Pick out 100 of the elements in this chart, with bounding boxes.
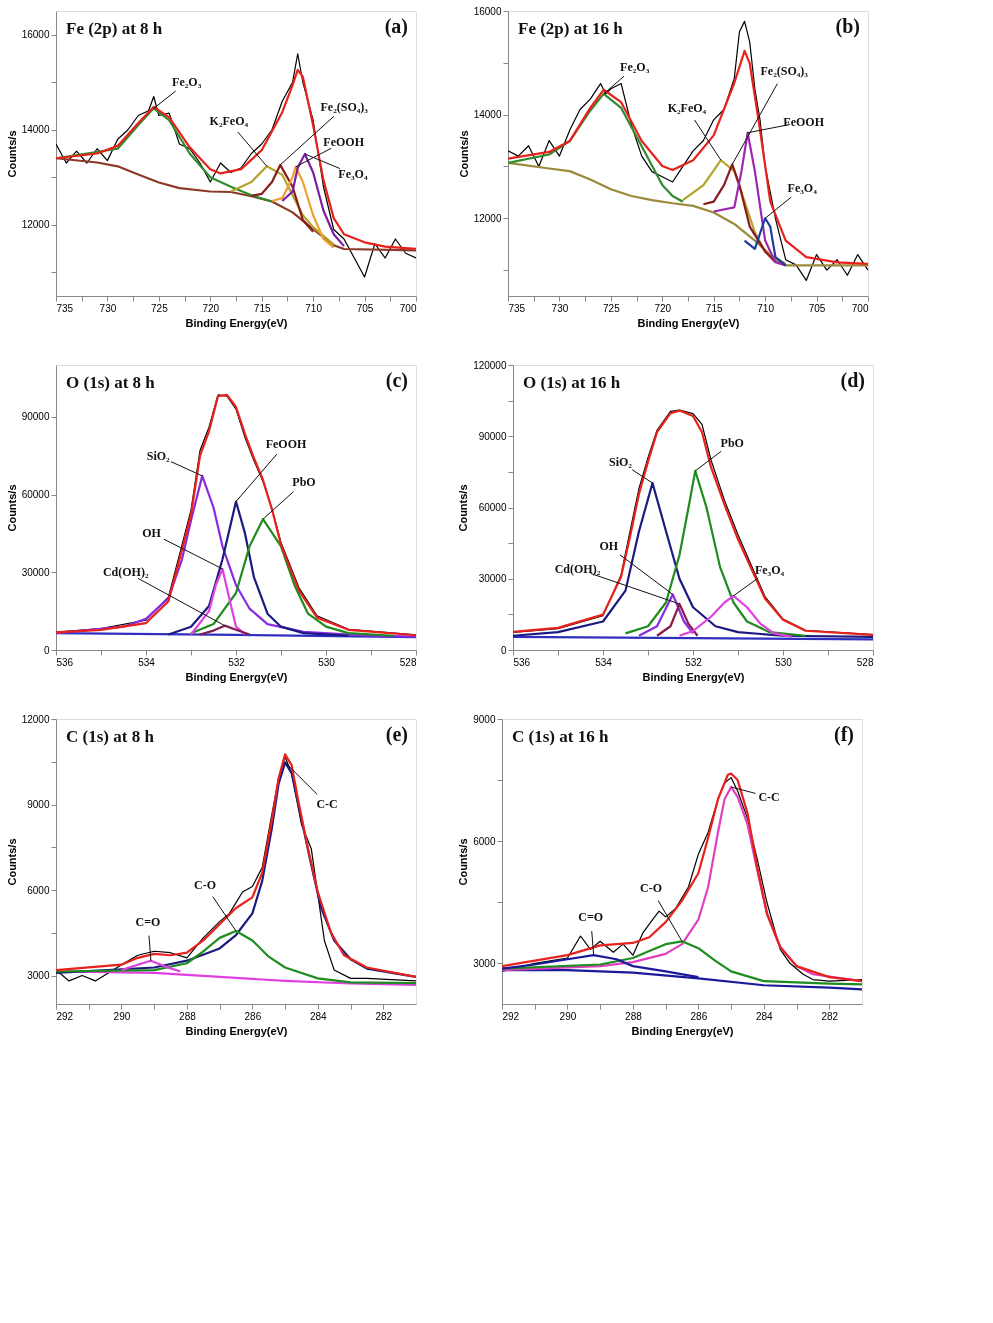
y-axis-title: Counts/s — [5, 838, 18, 886]
x-tick-label: 720 — [654, 302, 672, 314]
chart-title: O (1s) at 16 h — [523, 373, 621, 392]
annotation: Fe₃O₄ — [787, 181, 818, 196]
y-tick-label: 6000 — [473, 835, 496, 847]
annotation: C-C — [316, 797, 338, 812]
annotation: FeOOH — [783, 114, 825, 129]
x-tick-label: 534 — [138, 656, 156, 668]
y-axis-title: Counts/s — [5, 484, 18, 532]
chart-title: O (1s) at 8 h — [66, 373, 156, 392]
x-tick-label: 290 — [113, 1010, 131, 1022]
x-axis-title: Binding Energy(eV) — [185, 1024, 288, 1037]
y-tick-label: 0 — [43, 644, 50, 656]
x-tick-label: 730 — [99, 302, 117, 314]
x-tick-label: 532 — [228, 656, 246, 668]
chart-title: Fe (2p) at 8 h — [66, 19, 163, 38]
annotation: (d) — [840, 369, 865, 392]
x-tick-label: 528 — [399, 656, 417, 668]
x-tick-label: 532 — [685, 656, 703, 668]
x-tick-label: 290 — [559, 1010, 577, 1022]
y-tick-label: 16000 — [473, 5, 502, 17]
annotation: (e) — [385, 723, 408, 746]
x-tick-label: 284 — [755, 1010, 774, 1022]
x-tick-label: 715 — [253, 302, 271, 314]
x-axis-title: Binding Energy(eV) — [642, 670, 745, 683]
y-tick-label: 12000 — [473, 212, 502, 224]
x-tick-label: 292 — [502, 1010, 520, 1022]
y-axis-title: Counts/s — [457, 484, 470, 532]
annotation: C-C — [758, 789, 780, 804]
y-tick-label: 90000 — [21, 411, 50, 423]
annotation: PbO — [720, 435, 744, 450]
y-tick-label: 14000 — [21, 124, 50, 136]
x-tick-label: 705 — [808, 302, 826, 314]
y-tick-label: 60000 — [478, 502, 507, 513]
y-tick-label: 16000 — [21, 29, 50, 41]
annotation: SiO₂ — [146, 448, 171, 463]
annotation: Fe₂O₃ — [620, 59, 650, 74]
annotation: Fe₃O₄ — [754, 562, 785, 577]
y-tick-label: 9000 — [27, 799, 50, 810]
y-axis-title: Counts/s — [457, 838, 470, 886]
x-tick-label: 534 — [595, 656, 613, 668]
annotation: C-O — [194, 878, 216, 893]
y-axis-title: Counts/s — [5, 130, 18, 178]
annotation: C=O — [578, 910, 604, 925]
x-tick-label: 735 — [56, 302, 74, 314]
y-tick-label: 3000 — [27, 970, 50, 981]
x-tick-label: 730 — [551, 302, 569, 314]
x-tick-label: 536 — [513, 656, 531, 668]
annotation: (b) — [835, 15, 860, 38]
annotation: FeOOH — [323, 134, 365, 149]
annotation: Fe₂(SO₄)₃ — [760, 64, 809, 79]
x-axis-title: Binding Energy(eV) — [185, 316, 288, 329]
y-tick-label: 120000 — [473, 359, 507, 371]
annotation: C=O — [135, 914, 161, 929]
chart-title: Fe (2p) at 16 h — [518, 19, 624, 38]
annotation: C-O — [640, 881, 662, 896]
x-tick-label: 530 — [775, 656, 793, 668]
x-tick-label: 282 — [375, 1010, 393, 1022]
y-tick-label: 9000 — [473, 713, 496, 725]
x-tick-label: 528 — [856, 656, 874, 668]
y-tick-label: 0 — [500, 644, 507, 656]
x-tick-label: 700 — [851, 302, 869, 314]
x-tick-label: 286 — [244, 1010, 262, 1022]
y-tick-label: 6000 — [27, 884, 50, 896]
annotation: (c) — [385, 369, 408, 392]
x-tick-label: 735 — [508, 302, 526, 314]
x-tick-label: 710 — [305, 302, 323, 314]
y-tick-label: 3000 — [473, 957, 496, 969]
y-tick-label: 60000 — [21, 489, 50, 501]
x-tick-label: 284 — [309, 1010, 328, 1022]
x-tick-label: 282 — [821, 1010, 839, 1022]
annotation: K₂FeO₄ — [667, 101, 707, 116]
annotation: K₂FeO₄ — [209, 114, 249, 129]
annotation: SiO₂ — [609, 455, 633, 470]
y-tick-label: 30000 — [478, 573, 507, 585]
x-tick-label: 530 — [318, 656, 336, 668]
annotation: Fe₃O₄ — [338, 166, 368, 181]
annotation: Fe₂(SO₄)₃ — [320, 99, 369, 114]
x-tick-label: 292 — [56, 1010, 74, 1022]
annotation: (a) — [384, 15, 408, 38]
x-tick-label: 705 — [356, 302, 374, 314]
y-tick-label: 14000 — [473, 109, 502, 121]
x-tick-label: 725 — [151, 302, 169, 314]
annotation: Fe₂O₃ — [172, 75, 202, 90]
x-tick-label: 288 — [625, 1010, 643, 1022]
x-axis-title: Binding Energy(eV) — [631, 1024, 734, 1037]
annotation: OH — [599, 539, 619, 554]
chart-title: C (1s) at 16 h — [512, 727, 609, 746]
y-tick-label: 12000 — [21, 713, 50, 725]
y-tick-label: 12000 — [21, 219, 50, 231]
annotation: (f) — [834, 723, 854, 746]
annotation: OH — [142, 525, 162, 540]
x-tick-label: 725 — [603, 302, 621, 314]
x-tick-label: 710 — [757, 302, 775, 314]
annotation: Cd(OH)₂ — [102, 564, 149, 579]
x-tick-label: 536 — [56, 656, 74, 668]
annotation: Cd(OH)₂ — [554, 561, 601, 576]
chart-title: C (1s) at 8 h — [66, 727, 155, 746]
y-tick-label: 30000 — [21, 566, 50, 578]
x-axis-title: Binding Energy(eV) — [185, 670, 288, 683]
